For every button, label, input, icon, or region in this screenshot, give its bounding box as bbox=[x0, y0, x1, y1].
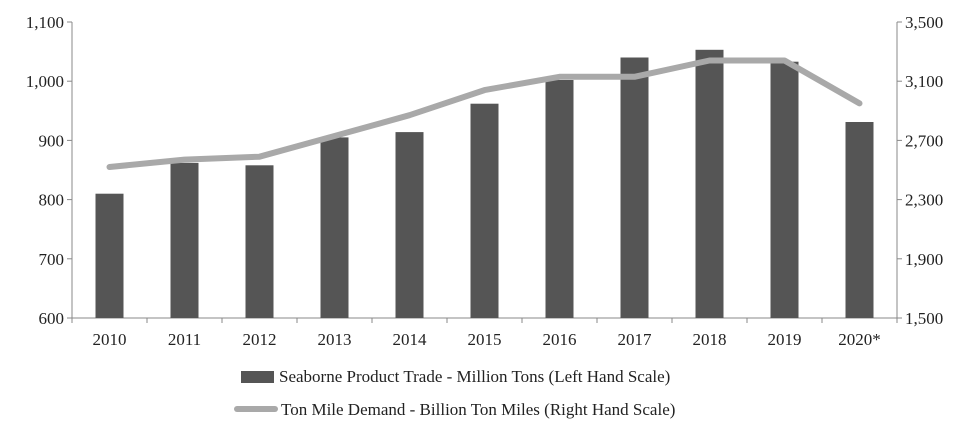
bar-2014 bbox=[396, 132, 424, 318]
bar-2018 bbox=[696, 50, 724, 318]
x-tick-label: 2018 bbox=[693, 330, 727, 349]
left-tick-label: 800 bbox=[39, 191, 65, 210]
bar-2019 bbox=[771, 62, 799, 318]
bar-2010 bbox=[96, 194, 124, 318]
right-axis-ticks: 1,500 1,900 2,300 2,700 3,100 3,500 bbox=[897, 13, 943, 328]
left-tick-label: 1,000 bbox=[26, 72, 64, 91]
right-tick-label: 3,500 bbox=[905, 13, 943, 32]
x-tick-label: 2014 bbox=[393, 330, 428, 349]
x-tick-label: 2017 bbox=[618, 330, 653, 349]
x-tick-label: 2012 bbox=[243, 330, 277, 349]
legend-swatch-bar bbox=[241, 371, 274, 383]
x-tick-label: 2015 bbox=[468, 330, 502, 349]
x-tick-label: 2011 bbox=[168, 330, 201, 349]
bar-2011 bbox=[171, 163, 199, 318]
right-tick-label: 2,700 bbox=[905, 131, 943, 150]
left-tick-label: 600 bbox=[39, 309, 65, 328]
bar-2020* bbox=[846, 122, 874, 318]
left-axis-ticks: 600 700 800 900 1,000 1,100 bbox=[26, 13, 72, 328]
bar-2013 bbox=[321, 137, 349, 318]
right-tick-label: 2,300 bbox=[905, 191, 943, 210]
x-tick-label: 2020* bbox=[838, 330, 881, 349]
right-tick-label: 3,100 bbox=[905, 72, 943, 91]
x-axis-ticks: 2010 2011 2012 2013 2014 2015 2016 2017 2018 2019… bbox=[72, 318, 897, 349]
x-tick-label: 2010 bbox=[93, 330, 127, 349]
bar-2015 bbox=[471, 104, 499, 318]
legend-label-line: Ton Mile Demand - Billion Ton Miles (Rig… bbox=[281, 400, 675, 419]
legend: Seaborne Product Trade - Million Tons (L… bbox=[237, 367, 675, 419]
right-tick-label: 1,900 bbox=[905, 250, 943, 269]
left-tick-label: 1,100 bbox=[26, 13, 64, 32]
x-tick-label: 2013 bbox=[318, 330, 352, 349]
x-tick-label: 2019 bbox=[768, 330, 802, 349]
bar-2012 bbox=[246, 165, 274, 318]
right-tick-label: 1,500 bbox=[905, 309, 943, 328]
bar-2016 bbox=[546, 80, 574, 318]
legend-label-bar: Seaborne Product Trade - Million Tons (L… bbox=[279, 367, 670, 386]
left-tick-label: 900 bbox=[39, 131, 65, 150]
x-tick-label: 2016 bbox=[543, 330, 577, 349]
left-tick-label: 700 bbox=[39, 250, 65, 269]
bar-2017 bbox=[621, 58, 649, 319]
